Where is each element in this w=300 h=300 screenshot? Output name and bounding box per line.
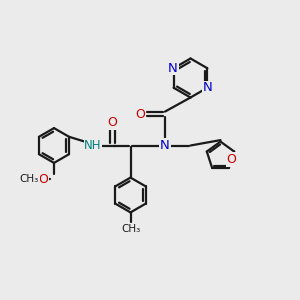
Text: CH₃: CH₃ xyxy=(121,224,140,234)
Text: NH: NH xyxy=(84,139,102,152)
Text: O: O xyxy=(39,173,48,186)
Text: O: O xyxy=(108,116,117,130)
Text: N: N xyxy=(168,62,178,75)
Text: CH₃: CH₃ xyxy=(20,174,39,184)
Text: O: O xyxy=(135,107,145,121)
Text: N: N xyxy=(160,139,170,152)
Text: O: O xyxy=(226,153,236,166)
Text: N: N xyxy=(203,81,213,94)
